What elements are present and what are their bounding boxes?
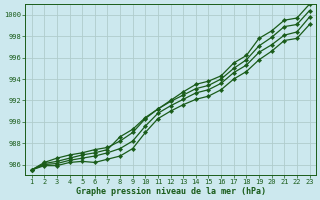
X-axis label: Graphe pression niveau de la mer (hPa): Graphe pression niveau de la mer (hPa): [76, 187, 266, 196]
